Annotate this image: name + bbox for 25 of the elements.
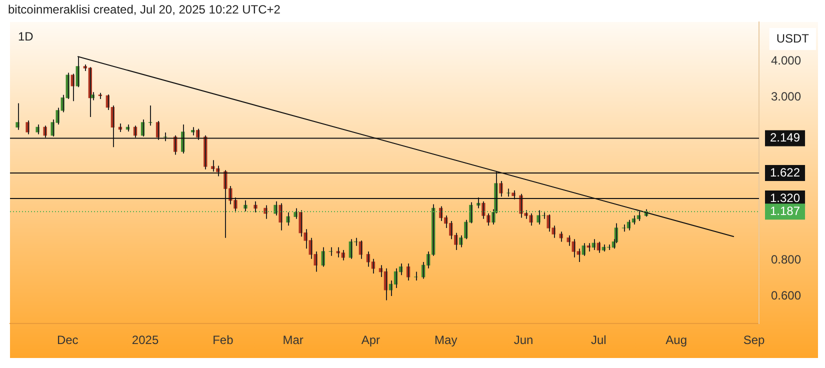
y-axis-title: USDT (776, 31, 810, 46)
x-tick-label: Mar (282, 333, 304, 348)
y-tick-label: 0.800 (771, 252, 802, 267)
x-tick-label: Dec (56, 333, 78, 348)
ref-line-label: 2.149 (770, 130, 800, 145)
x-tick-label: Sep (743, 333, 765, 348)
x-tick-label: Aug (666, 333, 688, 348)
x-tick-label: 2025 (132, 333, 159, 348)
candlestick (414, 271, 418, 282)
candlestick (148, 104, 152, 126)
x-tick-label: Feb (212, 333, 234, 348)
y-tick-label: 4.000 (771, 54, 802, 68)
ref-line-label: 1.187 (770, 204, 800, 218)
y-tick-label: 3.000 (771, 89, 802, 104)
x-tick-label: Jun (514, 333, 534, 348)
candlestick (506, 188, 510, 198)
x-tick-label: Apr (361, 333, 380, 348)
y-tick-label: 0.600 (771, 288, 802, 302)
text: bitcoinmeraklisi created, Jul 20, 2025 10:22 UTC+2 (8, 2, 281, 16)
candlestick (328, 246, 332, 256)
ref-line-label: 1.320 (770, 190, 800, 205)
x-tick-label: Jul (591, 333, 606, 348)
ref-line-label: 1.622 (770, 165, 800, 180)
x-tick-label: May (434, 333, 458, 348)
text: 1D (18, 29, 34, 44)
